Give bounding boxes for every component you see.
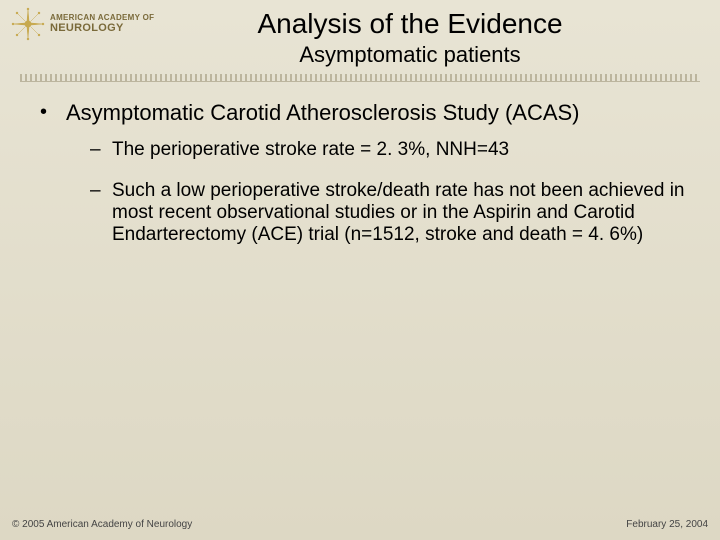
dash-icon: –	[90, 180, 112, 246]
footer-date: February 25, 2004	[626, 519, 708, 530]
bullet-icon: •	[40, 100, 66, 125]
slide-header: AMERICAN ACADEMY OF NEUROLOGY Analysis o…	[0, 0, 720, 86]
header-divider	[20, 74, 700, 82]
dash-icon: –	[90, 139, 112, 162]
footer-copyright: © 2005 American Academy of Neurology	[12, 519, 192, 530]
slide-content: • Asymptomatic Carotid Atherosclerosis S…	[0, 86, 720, 274]
logo-line1: AMERICAN ACADEMY OF	[50, 14, 154, 23]
sub-bullet: – Such a low perioperative stroke/death …	[90, 180, 690, 246]
neuron-star-icon	[10, 6, 46, 42]
logo: AMERICAN ACADEMY OF NEUROLOGY	[10, 6, 154, 42]
main-bullet-text: Asymptomatic Carotid Atherosclerosis Stu…	[66, 100, 580, 125]
sub-bullet-text: Such a low perioperative stroke/death ra…	[112, 180, 690, 246]
logo-line2: NEUROLOGY	[50, 22, 154, 34]
sub-bullet: – The perioperative stroke rate = 2. 3%,…	[90, 139, 690, 162]
sub-bullet-text: The perioperative stroke rate = 2. 3%, N…	[112, 139, 509, 162]
sub-bullet-list: – The perioperative stroke rate = 2. 3%,…	[90, 139, 690, 245]
main-bullet: • Asymptomatic Carotid Atherosclerosis S…	[40, 100, 690, 125]
slide-subtitle: Asymptomatic patients	[20, 42, 700, 68]
logo-text: AMERICAN ACADEMY OF NEUROLOGY	[50, 14, 154, 35]
